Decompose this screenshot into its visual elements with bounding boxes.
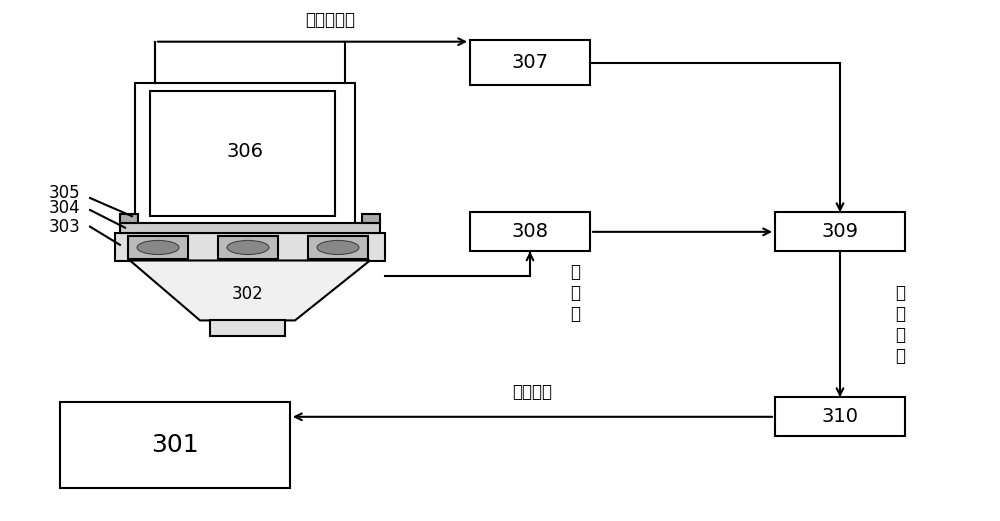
Bar: [308, 236, 368, 259]
Text: 307: 307: [512, 53, 548, 72]
Bar: [60, 403, 290, 489]
Text: 302: 302: [232, 286, 264, 303]
Text: 306: 306: [226, 142, 264, 160]
Bar: [120, 223, 380, 233]
Text: 303: 303: [48, 218, 80, 235]
Text: 力
信
号: 力 信 号: [570, 263, 580, 322]
Bar: [470, 41, 590, 84]
Text: 加速度信号: 加速度信号: [305, 10, 355, 29]
Text: 310: 310: [822, 407, 858, 426]
Bar: [135, 83, 355, 224]
Text: 控
制
信
号: 控 制 信 号: [895, 284, 905, 365]
Text: 304: 304: [48, 200, 80, 217]
Bar: [775, 213, 905, 251]
Ellipse shape: [317, 240, 359, 254]
Ellipse shape: [137, 240, 179, 254]
Polygon shape: [130, 260, 370, 320]
Bar: [362, 214, 380, 223]
Bar: [218, 236, 278, 259]
Text: 驱动信号: 驱动信号: [512, 383, 552, 401]
Text: 301: 301: [151, 433, 199, 457]
Bar: [115, 233, 385, 260]
Bar: [150, 91, 335, 216]
Text: 308: 308: [512, 222, 548, 241]
Bar: [210, 320, 285, 336]
Bar: [120, 214, 138, 223]
Bar: [470, 213, 590, 251]
Ellipse shape: [227, 240, 269, 254]
Text: 305: 305: [48, 184, 80, 202]
Bar: [128, 236, 188, 259]
Text: 309: 309: [822, 222, 858, 241]
Bar: [775, 397, 905, 437]
